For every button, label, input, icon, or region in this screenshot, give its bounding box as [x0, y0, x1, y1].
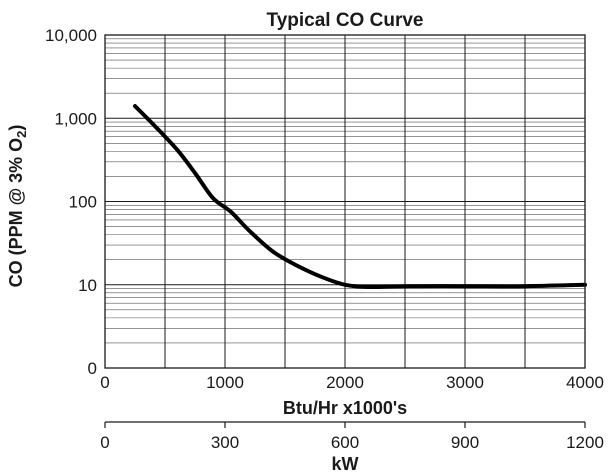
x-axis-label: Btu/Hr x1000's: [283, 398, 407, 418]
y-axis-label-subscript: 2: [14, 131, 29, 138]
y-tick-label: 10: [78, 276, 97, 295]
chart-title: Typical CO Curve: [267, 10, 424, 31]
y-axis-label: CO (PPM @ 3% O2): [6, 125, 29, 288]
y-tick-label: 10,000: [45, 26, 97, 45]
y-tick-label: 0: [88, 359, 97, 378]
x-tick-label: 4000: [566, 373, 604, 392]
y-tick-label: 100: [69, 193, 97, 212]
x-tick-label: 2000: [326, 373, 364, 392]
kw-secondary-axis: 0 300 600 900 1200: [100, 421, 604, 452]
x-tick-label: 3000: [446, 373, 484, 392]
x-tick-label: 0: [100, 373, 109, 392]
y-tick-labels: 0 10 100 1,000 10,000: [45, 26, 97, 378]
kw-tick-label: 600: [331, 433, 359, 452]
grid: [104, 34, 586, 369]
x-tick-label: 1000: [206, 373, 244, 392]
co-curve-layer: [133, 104, 587, 290]
kw-tick-label: 900: [451, 433, 479, 452]
kw-tick-label: 300: [211, 433, 239, 452]
kw-tick-label: 0: [100, 433, 109, 452]
kw-axis-label: kW: [332, 454, 359, 473]
plot-frame: [104, 34, 586, 369]
x-tick-labels: 0 1000 2000 3000 4000: [100, 373, 604, 392]
kw-tick-label: 1200: [566, 433, 604, 452]
y-tick-label: 1,000: [54, 109, 97, 128]
co-curve-line: [133, 104, 587, 290]
